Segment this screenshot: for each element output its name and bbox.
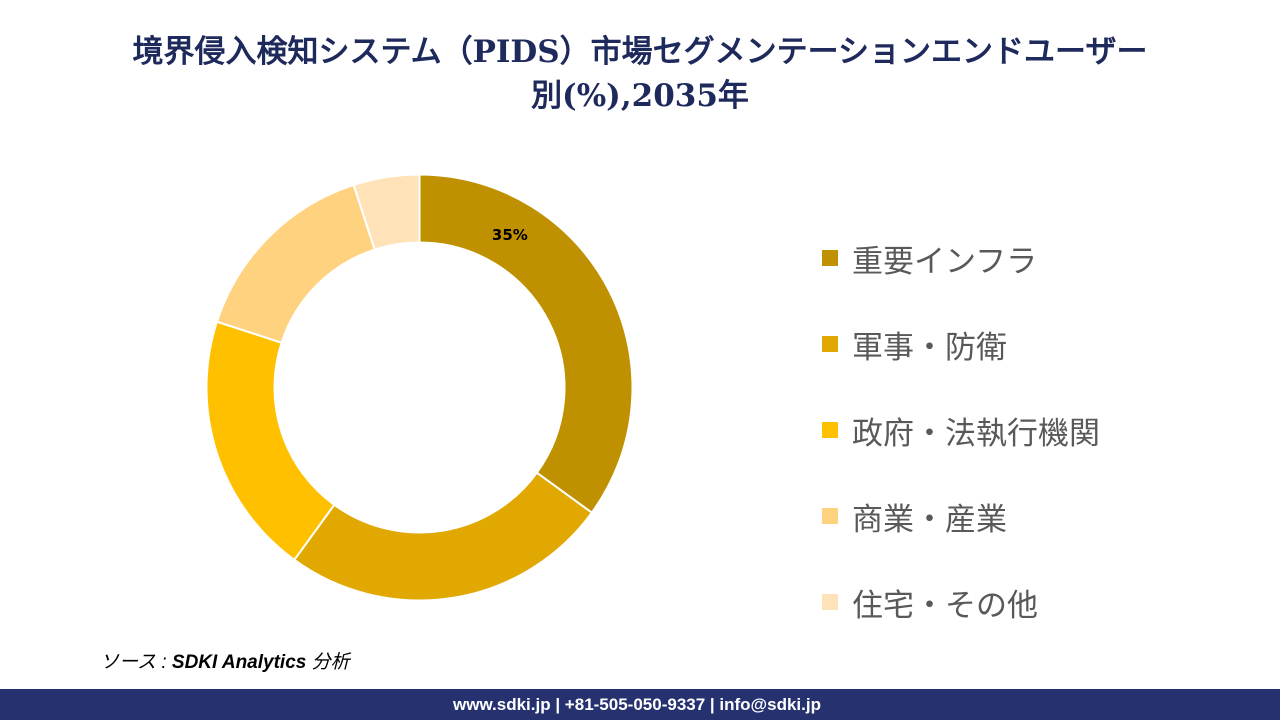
legend: 重要インフラ 軍事・防衛政府・法執行機関 商業・産業住宅・その他: [822, 215, 1100, 645]
footer-contact: www.sdki.jp | +81-505-050-9337 | info@sd…: [453, 695, 821, 714]
source-suffix: 分析: [306, 652, 350, 673]
legend-swatch: [822, 250, 838, 266]
source-prefix: ソース :: [100, 652, 172, 673]
footer-bar: www.sdki.jp | +81-505-050-9337 | info@sd…: [0, 689, 1280, 720]
legend-label: 政府・法執行機関: [852, 415, 1100, 452]
legend-item: 商業・産業: [822, 473, 1100, 559]
chart-title: 境界侵入検知システム（PIDS）市場セグメンテーションエンドユーザー 別(%),…: [0, 30, 1280, 118]
donut-slice-3: [205, 320, 336, 562]
legend-swatch: [822, 594, 838, 610]
donut-slice-1: [418, 173, 634, 515]
legend-item: 重要インフラ: [822, 215, 1100, 301]
donut-slice-2: [292, 471, 594, 602]
legend-item: 住宅・その他: [822, 559, 1100, 645]
source-note: ソース : SDKI Analytics 分析: [100, 647, 350, 674]
legend-swatch: [822, 422, 838, 438]
legend-label: 商業・産業: [852, 501, 1007, 538]
legend-swatch: [822, 336, 838, 352]
legend-label: 軍事・防衛: [852, 329, 1007, 366]
legend-label: 住宅・その他: [852, 587, 1038, 624]
data-label-1: 35%: [492, 226, 528, 244]
donut-slice-4: [215, 183, 376, 344]
legend-item: 軍事・防衛: [822, 301, 1100, 387]
source-name: SDKI Analytics: [171, 652, 307, 673]
title-line-1: 境界侵入検知システム（PIDS）市場セグメンテーションエンドユーザー: [132, 34, 1148, 70]
donut-slice-5: [352, 173, 421, 251]
legend-item: 政府・法執行機関: [822, 387, 1100, 473]
title-line-2: 別(%),2035年: [531, 78, 749, 114]
legend-swatch: [822, 508, 838, 524]
legend-label: 重要インフラ: [852, 243, 1038, 280]
